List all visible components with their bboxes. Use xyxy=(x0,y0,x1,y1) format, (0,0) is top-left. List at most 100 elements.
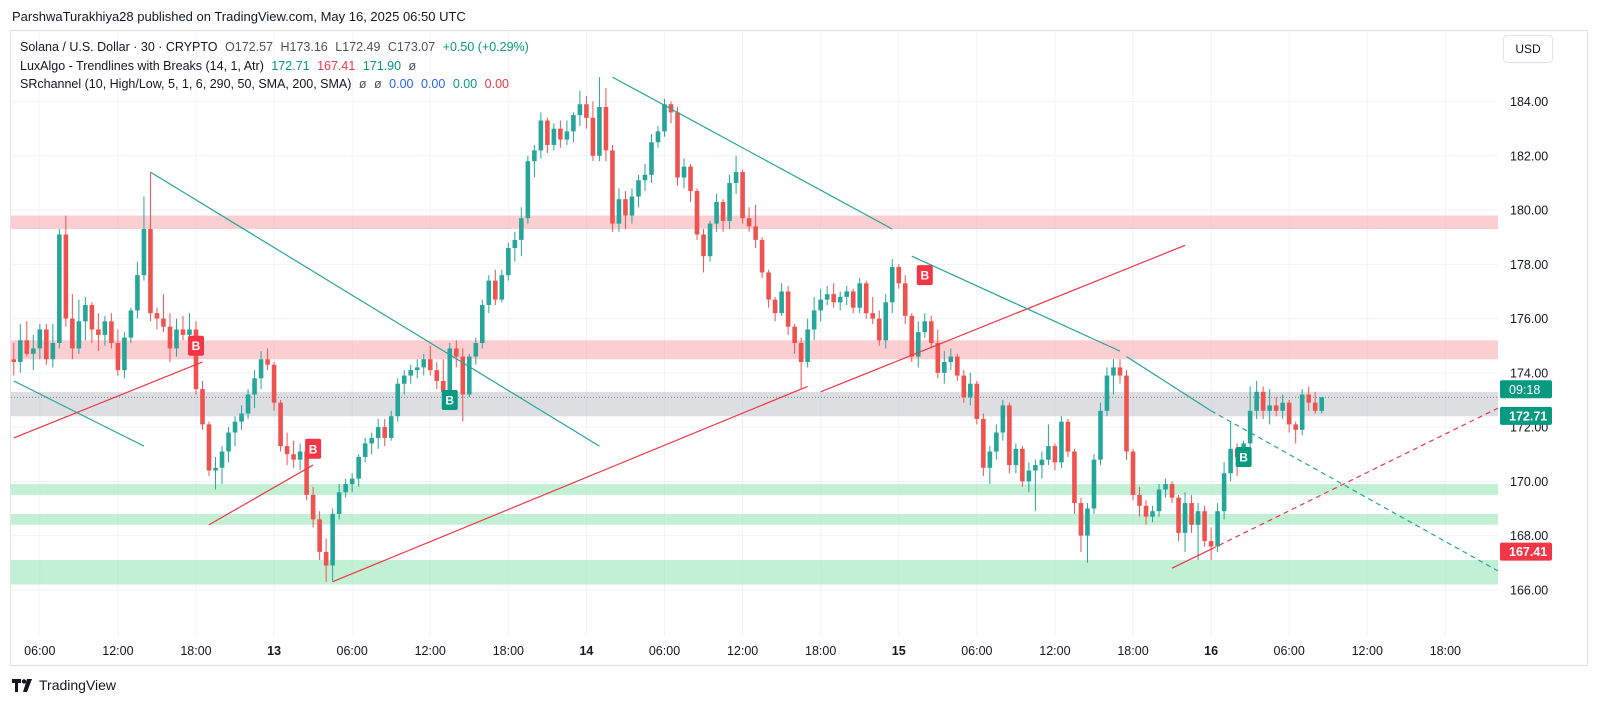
zone-resistance xyxy=(11,215,1498,230)
candle xyxy=(115,329,121,376)
candle xyxy=(1059,416,1064,468)
candle-body xyxy=(1117,367,1123,376)
candle-body xyxy=(707,223,713,257)
y-tick-label: 176.00 xyxy=(1510,312,1548,326)
candle-body xyxy=(753,226,758,240)
candle-body xyxy=(1163,484,1168,490)
candle-body xyxy=(675,112,680,178)
candle xyxy=(746,207,752,232)
candle-body xyxy=(395,383,401,417)
candle xyxy=(135,261,140,319)
candle xyxy=(935,329,941,379)
tradingview-logo-icon xyxy=(12,678,32,692)
candle xyxy=(785,286,791,335)
candle-body xyxy=(720,201,726,221)
candle xyxy=(733,155,739,194)
candle-body xyxy=(928,321,934,343)
candle-body xyxy=(519,218,524,240)
candle xyxy=(213,456,218,490)
candle-body xyxy=(486,280,492,306)
break-marker-sell: B xyxy=(305,438,322,459)
candle xyxy=(1228,421,1233,482)
candle xyxy=(831,283,836,308)
marker-box xyxy=(305,438,322,459)
candle-body xyxy=(844,291,849,297)
candle xyxy=(642,163,648,192)
candle xyxy=(421,353,427,376)
candle xyxy=(577,90,583,126)
indicator-name[interactable]: LuxAlgo - Trendlines with Breaks (14, 1,… xyxy=(20,59,264,73)
candle-body xyxy=(824,294,830,300)
high-value: H173.16 xyxy=(280,40,328,54)
candle xyxy=(1098,402,1103,466)
price-axis: 166.00168.00170.00172.00174.00176.00178.… xyxy=(1510,95,1548,597)
zone-resistance xyxy=(11,340,1498,360)
candle-body xyxy=(427,359,433,371)
candle xyxy=(883,294,889,349)
candle-body xyxy=(525,161,531,219)
currency-button[interactable]: USD xyxy=(1503,35,1553,63)
candle-body xyxy=(148,229,153,314)
legend-indicator-luxalgo[interactable]: LuxAlgo - Trendlines with Breaks (14, 1,… xyxy=(20,59,420,73)
candle-body xyxy=(187,329,192,335)
open-value: O172.57 xyxy=(225,40,273,54)
candle xyxy=(1221,462,1227,520)
price-label-box xyxy=(1500,406,1552,425)
candle xyxy=(493,269,498,306)
candle xyxy=(1104,367,1110,417)
y-tick-label: 166.00 xyxy=(1510,583,1548,597)
candle xyxy=(857,277,863,314)
candle-body xyxy=(284,446,290,455)
candle-body xyxy=(1202,511,1207,542)
chart-frame[interactable] xyxy=(10,30,1588,666)
publish-line: ParshwaTurakhiya28 published on TradingV… xyxy=(12,9,466,24)
candle-body xyxy=(994,432,999,452)
y-tick-label: 184.00 xyxy=(1510,95,1548,109)
break-markers: B B B B B xyxy=(187,265,1252,467)
candle xyxy=(362,437,368,463)
candle xyxy=(714,193,719,232)
candle-body xyxy=(206,424,212,471)
candle-body xyxy=(388,416,394,438)
trendline-up xyxy=(1171,548,1212,569)
candle-body xyxy=(746,218,752,227)
candle xyxy=(753,204,758,249)
candle xyxy=(486,275,492,314)
candle xyxy=(688,163,693,202)
break-marker-sell: B xyxy=(916,265,933,286)
break-marker-buy: B xyxy=(1235,446,1252,467)
trendline-down xyxy=(911,255,1121,352)
marker-box xyxy=(1235,446,1252,467)
candle-body xyxy=(414,367,420,371)
candle xyxy=(1208,527,1214,561)
trendlines xyxy=(13,76,1499,583)
marker-label: B xyxy=(445,393,454,407)
trendline-down xyxy=(1126,356,1212,412)
candle xyxy=(401,370,407,395)
candle xyxy=(1169,481,1175,504)
legend-symbol-row[interactable]: Solana / U.S. Dollar · 30 · CRYPTO O172.… xyxy=(20,40,533,54)
candle xyxy=(271,361,277,411)
candle-body xyxy=(603,106,609,151)
indicator-name[interactable]: SRchannel (10, High/Low, 5, 1, 6, 290, 5… xyxy=(20,77,352,91)
indicator-value-3: 0.00 xyxy=(452,77,478,91)
candle xyxy=(1013,443,1019,474)
legend-indicator-srchannel[interactable]: SRchannel (10, High/Low, 5, 1, 6, 290, 5… xyxy=(20,77,513,91)
candle-body xyxy=(44,329,49,360)
symbol-name[interactable]: Solana / U.S. Dollar · 30 · CRYPTO xyxy=(20,40,218,54)
candle-body xyxy=(1176,497,1181,533)
candle xyxy=(349,473,355,493)
candle xyxy=(519,207,524,257)
candle xyxy=(1293,421,1298,444)
tradingview-logo[interactable]: TradingView xyxy=(12,677,116,693)
candle-body xyxy=(122,337,127,371)
price-label-down: 167.41 xyxy=(1500,542,1552,561)
candle xyxy=(1319,397,1325,414)
candle-body xyxy=(857,283,863,308)
candle-body xyxy=(1026,470,1032,482)
candle xyxy=(844,286,849,306)
y-tick-label: 174.00 xyxy=(1510,366,1548,380)
candle xyxy=(798,337,804,390)
price-label-box xyxy=(1500,380,1552,399)
